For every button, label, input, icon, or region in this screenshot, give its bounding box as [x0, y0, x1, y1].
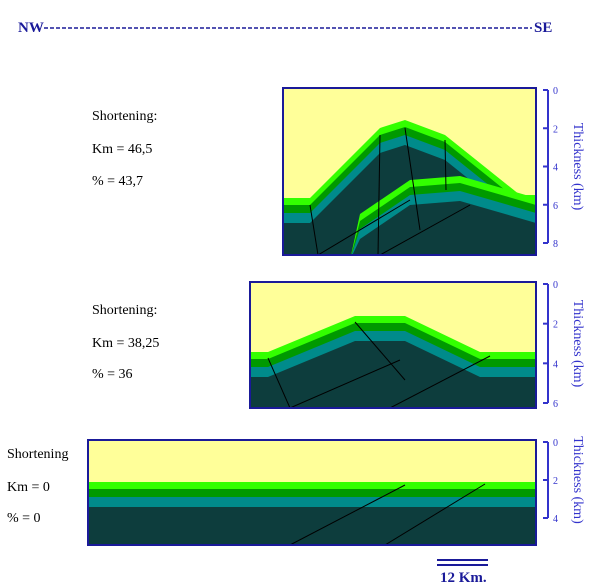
tick-label: 4	[553, 514, 558, 525]
nw-label: NW	[18, 20, 44, 36]
layer	[250, 341, 536, 408]
tick-label: 2	[553, 476, 558, 487]
shortening-km: Km = 38,25	[92, 336, 159, 351]
tick-label: 2	[553, 124, 558, 135]
fault	[317, 199, 411, 255]
tick-label: 6	[553, 201, 558, 212]
axis-title: Thickness (km)	[570, 436, 585, 524]
axis-title: Thickness (km)	[570, 123, 585, 211]
section	[250, 282, 536, 408]
fault	[309, 204, 319, 255]
section	[88, 440, 536, 545]
tick-label: 0	[553, 438, 558, 449]
fault	[379, 204, 471, 255]
se-label: SE	[534, 20, 552, 36]
section-frame	[282, 87, 537, 256]
tick-label: 4	[553, 163, 558, 174]
shortening-percent: % = 0	[7, 511, 41, 526]
shortening-label: Shortening:	[92, 303, 157, 318]
shortening-km: Km = 46,5	[92, 142, 152, 157]
shortening-label: Shortening:	[92, 109, 157, 124]
fault	[289, 359, 401, 408]
fault	[289, 484, 406, 545]
fault	[354, 321, 406, 381]
fault	[404, 127, 421, 231]
section-frame	[87, 439, 537, 546]
shortening-km: Km = 0	[7, 480, 50, 495]
axis-title: Thickness (km)	[570, 300, 585, 388]
section-frame	[249, 281, 537, 409]
shortening-percent: % = 36	[92, 367, 133, 382]
tick-label: 8	[553, 239, 558, 250]
tick-label: 0	[553, 280, 558, 291]
tick-label: 2	[553, 320, 558, 331]
shortening-label: Shortening	[7, 447, 68, 462]
tick-label: 0	[553, 86, 558, 97]
tick-label: 6	[553, 399, 558, 410]
thrust-sheet	[352, 201, 536, 255]
scale-label: 12 Km.	[440, 570, 487, 586]
section	[283, 88, 536, 255]
fault	[384, 483, 486, 545]
shortening-percent: % = 43,7	[92, 174, 143, 189]
layer	[88, 507, 536, 545]
fault	[377, 134, 381, 255]
fault	[267, 357, 291, 408]
fault	[444, 139, 447, 191]
fault	[389, 355, 491, 408]
tick-label: 4	[553, 359, 558, 370]
